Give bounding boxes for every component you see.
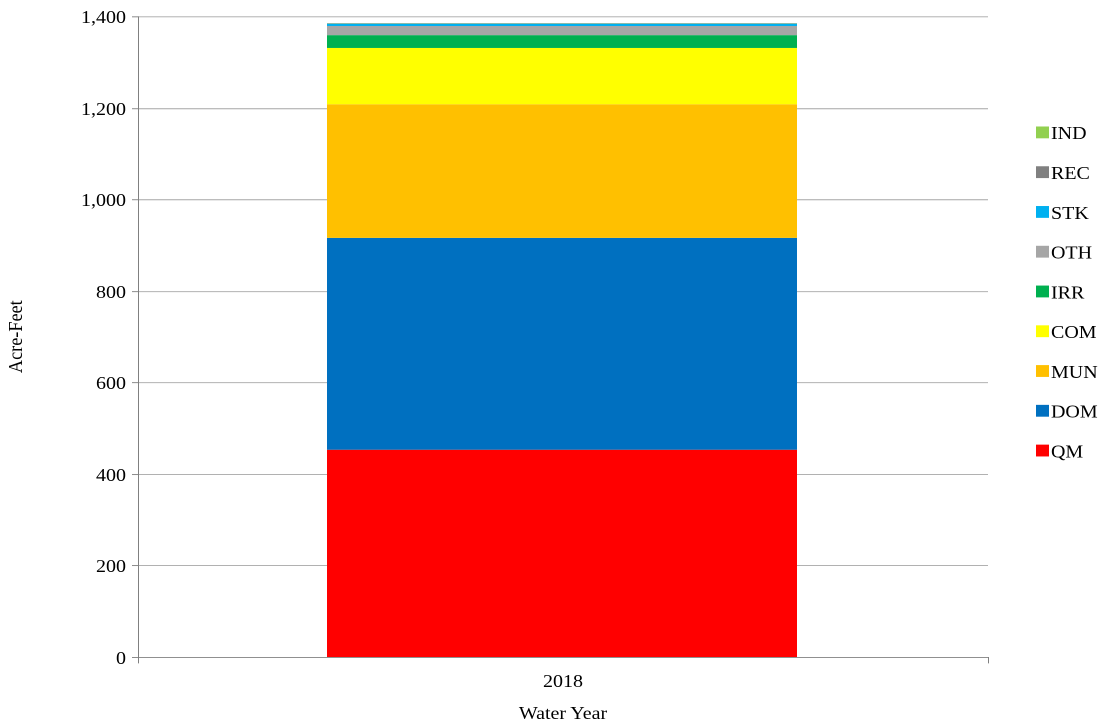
legend-label-rec: REC	[1051, 164, 1090, 184]
legend-label-ind: IND	[1051, 124, 1087, 144]
bar-segment-com	[327, 47, 797, 105]
legend-label-irr: IRR	[1051, 283, 1085, 303]
y-tick-label: 0	[116, 649, 126, 669]
legend-swatch-dom	[1036, 404, 1049, 417]
bar-stack	[327, 23, 797, 658]
y-tick-label: 600	[96, 374, 126, 394]
bar-segment-mun	[327, 104, 797, 238]
y-tick-label: 1,200	[81, 100, 126, 120]
bar-segment-irr	[327, 35, 797, 48]
legend-swatch-irr	[1036, 285, 1049, 298]
legend-label-qm: QM	[1051, 442, 1083, 462]
bar-segment-qm	[327, 449, 797, 658]
legend: IND REC STK OTH IRR COM MUN DOM QM	[1036, 124, 1098, 462]
bar-segment-oth	[327, 25, 797, 36]
legend-label-oth: OTH	[1051, 243, 1092, 263]
y-tick-label: 800	[96, 283, 126, 303]
legend-swatch-qm	[1036, 444, 1049, 457]
x-axis-title: Water Year	[519, 704, 608, 724]
y-axis-title: Acre-Feet	[5, 300, 27, 373]
y-tick-label: 1,400	[81, 8, 126, 28]
y-tick-label: 200	[96, 557, 126, 577]
bar-segment-stk	[327, 23, 797, 26]
axes: 0 200 400 600 800 1,000 1,200 1,400 2018	[81, 8, 989, 692]
legend-label-com: COM	[1051, 323, 1097, 343]
legend-swatch-ind	[1036, 126, 1049, 139]
legend-swatch-rec	[1036, 166, 1049, 179]
legend-label-stk: STK	[1051, 204, 1089, 224]
legend-label-dom: DOM	[1051, 402, 1098, 422]
bar-segment-dom	[327, 237, 797, 450]
y-tick-label: 400	[96, 466, 126, 486]
legend-swatch-mun	[1036, 365, 1049, 377]
legend-label-mun: MUN	[1051, 363, 1098, 383]
legend-swatch-stk	[1036, 206, 1049, 218]
legend-swatch-com	[1036, 325, 1049, 338]
legend-swatch-oth	[1036, 245, 1049, 258]
x-tick-label: 2018	[543, 672, 583, 692]
y-tick-label: 1,000	[81, 191, 126, 211]
